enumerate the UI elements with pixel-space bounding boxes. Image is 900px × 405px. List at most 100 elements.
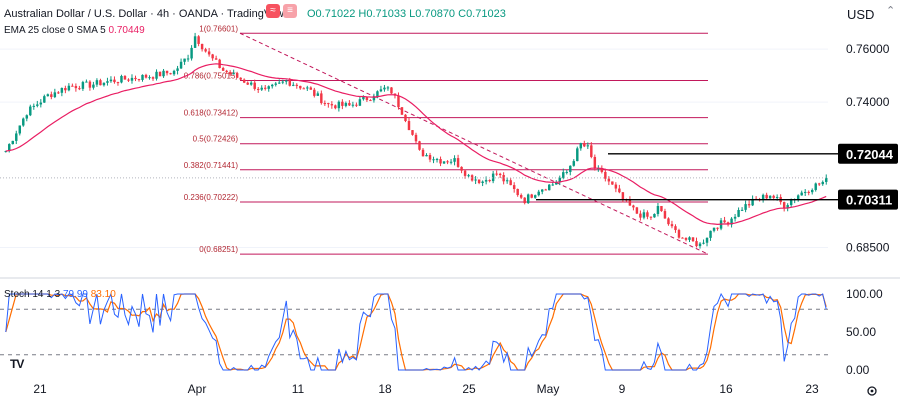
candle-body (232, 73, 235, 75)
candle-body (130, 77, 134, 81)
candle-body (712, 227, 716, 231)
chevron-up-icon[interactable]: ⌃ (886, 5, 896, 17)
candle-body (533, 195, 537, 198)
time-tick-label: Apr (188, 382, 207, 396)
candle-body (818, 183, 821, 185)
candle-body (36, 104, 39, 106)
candle-body (747, 204, 751, 206)
candle-body (733, 216, 737, 219)
candle-body (25, 115, 29, 119)
price-axis[interactable]: 0.76000 0.74000 0.68500 (846, 42, 890, 254)
candle-body (411, 130, 414, 135)
candle-body (372, 97, 376, 101)
ema-legend-label: EMA 25 close 0 SMA 5 (4, 25, 106, 36)
currency-label[interactable]: USD (847, 7, 875, 22)
fib-level-label: 0.618(0.73412) (184, 109, 239, 118)
candle-body (53, 92, 57, 98)
candle-body (116, 82, 120, 84)
candle-body (162, 70, 165, 77)
candle-body (618, 188, 621, 193)
fib-level-label: 0.236(0.70222) (184, 193, 239, 202)
candle-body (639, 213, 642, 218)
candle-body (109, 79, 113, 82)
candle-body (586, 145, 590, 147)
candle-body (632, 205, 635, 208)
stoch-d-line (5, 293, 827, 371)
candle-body (702, 242, 705, 244)
candle-body (576, 148, 579, 162)
price-tick-label: 0.76000 (846, 42, 890, 56)
candle-body (428, 155, 432, 160)
candle-body (810, 189, 814, 193)
candle-body (751, 198, 754, 206)
candle-body (635, 207, 639, 214)
candle-body (8, 144, 11, 152)
candle-body (425, 155, 428, 157)
price-label-box[interactable] (838, 143, 898, 164)
candle-body (572, 161, 576, 166)
candle-body (320, 93, 323, 104)
candle-body (207, 51, 211, 55)
ema-legend[interactable]: EMA 25 close 0 SMA 5 0.70449 (4, 25, 145, 36)
symbol-title[interactable]: Australian Dollar / U.S. Dollar · 4h · O… (4, 8, 288, 20)
candle-body (761, 194, 765, 200)
candle-body (414, 134, 418, 142)
price-label-box[interactable] (838, 189, 898, 210)
candle-body (355, 104, 358, 106)
candle-body (204, 49, 207, 52)
candle-body (267, 86, 270, 89)
candle-body (351, 104, 355, 106)
candle-body (74, 86, 78, 89)
candle-body (744, 204, 747, 210)
candle-body (358, 99, 362, 106)
flag-badge[interactable]: ≡ (283, 4, 297, 18)
candle-body (446, 161, 449, 163)
candle-body (71, 85, 74, 87)
fibonacci-retracement[interactable]: 1(0.76601) 0.786(0.75015) 0.618(0.73412) 0.… (184, 24, 709, 255)
candle-body (765, 194, 768, 199)
tradingview-logo[interactable]: TV (10, 357, 24, 371)
candle-body (541, 189, 544, 192)
candle-body (583, 143, 586, 147)
candle-body (621, 192, 625, 200)
candle-body (313, 89, 316, 96)
ema-line (5, 63, 827, 226)
candle-body (64, 88, 67, 91)
candle-body (256, 88, 260, 90)
candle-body (337, 101, 341, 109)
candle-body (677, 230, 681, 238)
time-axis[interactable]: 21 Apr 11 18 25 May 9 16 23 (33, 382, 819, 396)
candle-body (18, 125, 22, 134)
fib-level-label: 0(0.68251) (199, 245, 238, 254)
candle-body (369, 100, 372, 102)
candle-body (362, 96, 365, 100)
fib-level-label: 0.382(0.71441) (184, 161, 239, 170)
candle-body (698, 243, 702, 247)
time-tick-label: 18 (378, 382, 392, 396)
candle-body (439, 159, 442, 164)
candle-body (239, 77, 242, 80)
candle-body (646, 212, 649, 217)
candle-body (705, 237, 709, 243)
price-label: 0.72044 (846, 147, 894, 162)
candle-body (271, 84, 274, 87)
candle-body (137, 79, 141, 81)
fib-level-label: 1(0.76601) (199, 24, 238, 33)
candle-body (225, 70, 228, 73)
stoch-legend[interactable]: Stoch 14 1 3 79.99 83.10 (4, 289, 116, 300)
candle-body (407, 121, 411, 131)
gear-icon[interactable] (867, 386, 877, 396)
compare-badge[interactable]: ≈ (266, 4, 280, 18)
high-value: H0.71033 (358, 8, 407, 20)
candle-body (488, 180, 491, 182)
candle-body (404, 114, 407, 122)
candle-body (242, 79, 246, 83)
candle-body (579, 143, 583, 149)
horizontal-lines[interactable]: 0.72044 0.70311 (0, 143, 898, 210)
symbol-name: Australian Dollar / U.S. Dollar (4, 8, 148, 20)
candle-body (544, 189, 547, 191)
candle-body (604, 171, 607, 179)
candle-body (316, 93, 320, 96)
